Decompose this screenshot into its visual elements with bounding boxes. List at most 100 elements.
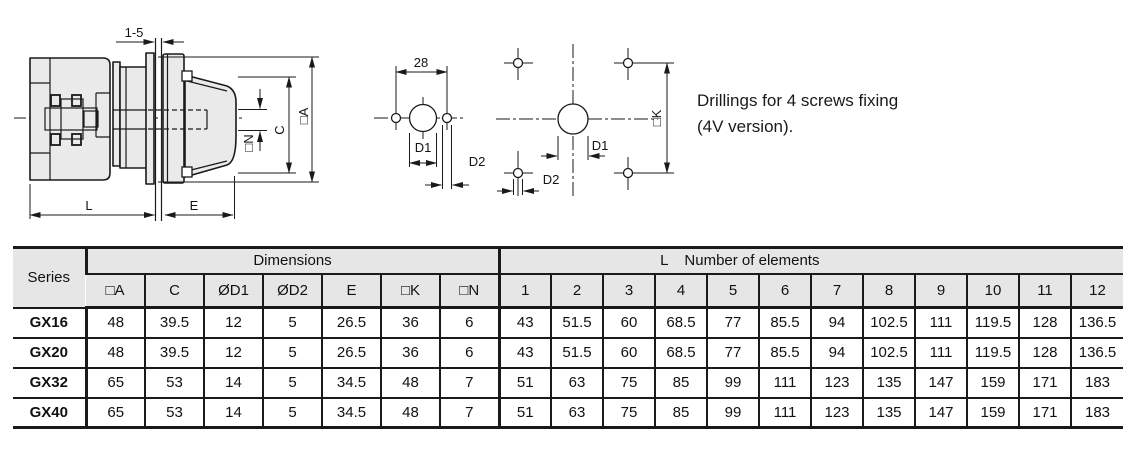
dimension-cell: 6: [439, 337, 499, 369]
length-cell: 128: [1018, 337, 1071, 369]
dimension-cell: 48: [84, 337, 145, 369]
length-cell: 85: [654, 397, 707, 429]
length-cell: 63: [550, 397, 603, 429]
length-cell: 171: [1018, 367, 1071, 399]
dimension-cell: 5: [262, 367, 322, 399]
elements-column-header: 6: [758, 273, 811, 309]
dim-label-d1-4v: D1: [592, 138, 609, 153]
elements-header-text: Number of elements: [684, 252, 820, 270]
dimension-cell: 36: [380, 307, 440, 339]
length-cell: 51.5: [550, 337, 603, 369]
drilling-note-line1: Drillings for 4 screws fixing: [697, 91, 899, 110]
length-cell: 111: [914, 337, 967, 369]
dimension-cell: 7: [439, 367, 499, 399]
length-cell: 94: [810, 307, 863, 339]
length-cell: 60: [602, 337, 655, 369]
elements-column-header: 2: [550, 273, 603, 309]
dim-label-n: □N: [241, 134, 256, 151]
elements-column-header: 1: [497, 273, 551, 309]
dim-label-c: C: [272, 125, 287, 134]
length-cell: 60: [602, 307, 655, 339]
length-cell: 159: [966, 397, 1019, 429]
dim-label-d1-template: D1: [415, 140, 432, 155]
length-cell: 51.5: [550, 307, 603, 339]
table-row: GX40 65 53 14 5 34.5 48 7 51 63 75 85 99 111 123 135 147…: [13, 397, 1124, 429]
dimension-cell: 12: [203, 307, 263, 339]
dimension-cell: 7: [439, 397, 499, 429]
series-cell: GX40: [13, 397, 86, 429]
elements-column-header: 7: [810, 273, 863, 309]
length-cell: 128: [1018, 307, 1071, 339]
length-cell: 147: [914, 397, 967, 429]
length-cell: 99: [706, 397, 759, 429]
length-cell: 75: [602, 397, 655, 429]
elements-column-header: 10: [966, 273, 1019, 309]
dim-column-header: ØD1: [203, 273, 263, 309]
length-cell: 102.5: [862, 307, 915, 339]
series-header: Series: [13, 247, 86, 309]
length-cell: 51: [497, 367, 551, 399]
table-row: GX16 48 39.5 12 5 26.5 36 6 43 51.5 60 68.5 77 85.5 94…: [13, 307, 1124, 339]
dim-column-header: □A: [86, 273, 145, 309]
length-cell: 85: [654, 367, 707, 399]
length-cell: 171: [1018, 397, 1071, 429]
dim-label-d2-template: D2: [469, 154, 486, 169]
dimension-cell: 14: [203, 397, 263, 429]
dimension-cell: 6: [439, 307, 499, 339]
elements-header-l: L: [660, 252, 669, 270]
dimension-cell: 36: [380, 337, 440, 369]
dimension-cell: 5: [262, 337, 322, 369]
length-cell: 111: [758, 367, 811, 399]
elements-column-header: 9: [914, 273, 967, 309]
elements-column-header: 4: [654, 273, 707, 309]
drilling-note-line2: (4V version).: [697, 117, 794, 136]
dim-label-l: L: [85, 198, 92, 213]
dimension-cell: 53: [144, 397, 204, 429]
dimension-cell: 26.5: [321, 307, 381, 339]
technical-drawings: 1-5 L E □A C □N: [14, 25, 674, 221]
dimensions-table: Series Dimensions L Number of elements □A…: [13, 246, 1124, 429]
four-hole-drilling-drawing: □K D1 D2: [496, 44, 674, 196]
length-cell: 111: [758, 397, 811, 429]
two-hole-drilling-drawing: 28 D1 D2: [374, 55, 485, 189]
table-row: GX32 65 53 14 5 34.5 48 7 51 63 75 85 99 111 123 135 147…: [13, 367, 1124, 399]
table-header-row-1: Series Dimensions L Number of elements: [13, 247, 1124, 309]
dimensions-header: Dimensions: [84, 247, 499, 275]
length-cell: 183: [1069, 397, 1124, 429]
length-cell: 75: [602, 367, 655, 399]
dimension-cell: 39.5: [144, 307, 204, 339]
dim-column-header: C: [144, 273, 204, 309]
length-cell: 63: [550, 367, 603, 399]
side-view-drawing: 1-5 L E □A C □N: [14, 25, 319, 221]
dimension-cell: 5: [262, 307, 322, 339]
length-cell: 68.5: [654, 307, 707, 339]
dim-column-header: E: [321, 273, 381, 309]
dim-column-header: □K: [380, 273, 440, 309]
dimension-cell: 65: [84, 367, 145, 399]
dimension-cell: 14: [203, 367, 263, 399]
length-cell: 135: [862, 397, 915, 429]
length-cell: 85.5: [758, 337, 811, 369]
length-cell: 43: [497, 337, 551, 369]
dimension-cell: 48: [380, 397, 440, 429]
dim-label-k: □K: [649, 109, 664, 126]
length-cell: 183: [1069, 367, 1124, 399]
length-cell: 99: [706, 367, 759, 399]
length-cell: 94: [810, 337, 863, 369]
dimension-cell: 53: [144, 367, 204, 399]
dimension-cell: 34.5: [321, 367, 381, 399]
dim-label-panel-thickness: 1-5: [125, 25, 144, 40]
elements-column-header: 11: [1018, 273, 1071, 309]
dimension-cell: 34.5: [321, 397, 381, 429]
series-cell: GX32: [13, 367, 86, 399]
dimension-cell: 48: [84, 307, 145, 339]
length-cell: 119.5: [966, 307, 1019, 339]
dimension-cell: 48: [380, 367, 440, 399]
dim-label-e: E: [190, 198, 199, 213]
length-cell: 135: [862, 367, 915, 399]
length-cell: 159: [966, 367, 1019, 399]
length-cell: 85.5: [758, 307, 811, 339]
dimension-cell: 65: [84, 397, 145, 429]
dim-column-header: ØD2: [262, 273, 322, 309]
